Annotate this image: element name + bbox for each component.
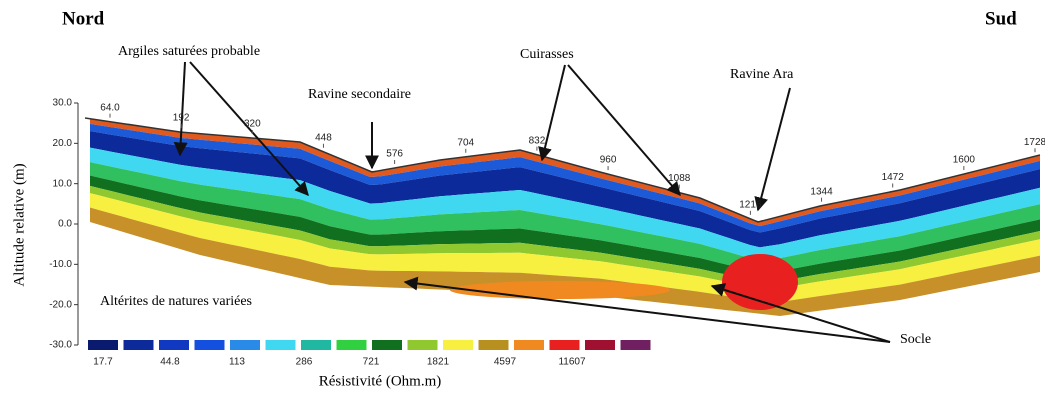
legend-label: 17.7: [93, 357, 113, 368]
legend-label: 4597: [494, 357, 517, 368]
title-right: Sud: [985, 8, 1017, 29]
legend-swatch: [514, 340, 544, 350]
x-tick-label: 576: [386, 149, 403, 160]
arrows: [173, 61, 891, 343]
legend-swatch: [194, 340, 225, 350]
annotation: Altérites de natures variées: [100, 294, 252, 309]
y-tick-label: 20.0: [53, 138, 73, 149]
legend-swatch: [478, 340, 509, 350]
legend-swatch: [301, 340, 331, 350]
annotation: Cuirasses: [520, 47, 574, 62]
x-tick-label: 1216: [739, 199, 762, 210]
legend-swatch: [620, 340, 651, 350]
legend-swatch: [336, 340, 367, 350]
x-tick-label: 1344: [810, 186, 833, 197]
legend-swatch: [88, 340, 118, 350]
x-tick-label: 1472: [882, 172, 905, 183]
annotation: Ravine secondaire: [308, 87, 411, 102]
y-tick-label: 30.0: [53, 98, 73, 109]
x-tick-label: 1088: [668, 173, 691, 184]
legend-label: 286: [296, 357, 313, 368]
x-tick-label: 960: [600, 155, 617, 166]
x-tick-label: 320: [244, 119, 261, 130]
annotation: Argiles saturées probable: [118, 44, 260, 59]
annotation: Ravine Ara: [730, 67, 794, 82]
y-tick-label: -30.0: [49, 340, 72, 351]
y-tick-label: 10.0: [53, 178, 73, 189]
legend-swatch: [159, 340, 189, 350]
x-tick-label: 1728: [1024, 137, 1045, 148]
section-field: [84, 117, 1041, 316]
y-tick-label: -20.0: [49, 299, 72, 310]
resistivity-band: [90, 193, 1040, 303]
legend-swatch: [230, 340, 260, 350]
legend-label: 11607: [558, 357, 586, 368]
legend-swatch: [265, 340, 296, 350]
legend-label: 1821: [427, 357, 450, 368]
legend-title: Résistivité (Ohm.m): [319, 373, 442, 389]
resistivity-band: [90, 147, 1040, 261]
topography: [84, 117, 1041, 223]
annotation: Socle: [900, 332, 931, 347]
x-tick-label: 1600: [953, 155, 976, 166]
legend-label: 721: [363, 357, 380, 368]
legend-swatch: [549, 340, 580, 350]
x-tick-label: 448: [315, 132, 332, 143]
y-tick-label: -10.0: [49, 259, 72, 270]
legend-swatch: [443, 340, 473, 350]
x-tick-label: 64.0: [100, 102, 120, 113]
x-tick-label: 192: [173, 113, 190, 124]
resistivity-zone: [450, 281, 670, 299]
y-tick-label: 0.0: [58, 219, 72, 230]
legend-swatch: [585, 340, 615, 350]
y-axis-label: Altitude relative (m): [11, 163, 27, 286]
legend-label: 113: [229, 357, 245, 368]
legend-swatch: [407, 340, 438, 350]
x-tick-label: 832: [529, 135, 546, 146]
legend-label: 44.8: [160, 357, 180, 368]
legend-swatch: [372, 340, 402, 350]
x-tick-label: 704: [457, 137, 474, 148]
legend-swatch: [123, 340, 154, 350]
title-left: Nord: [62, 8, 105, 29]
resistivity-band: [90, 131, 1040, 248]
resistivity-band: [90, 123, 1040, 233]
